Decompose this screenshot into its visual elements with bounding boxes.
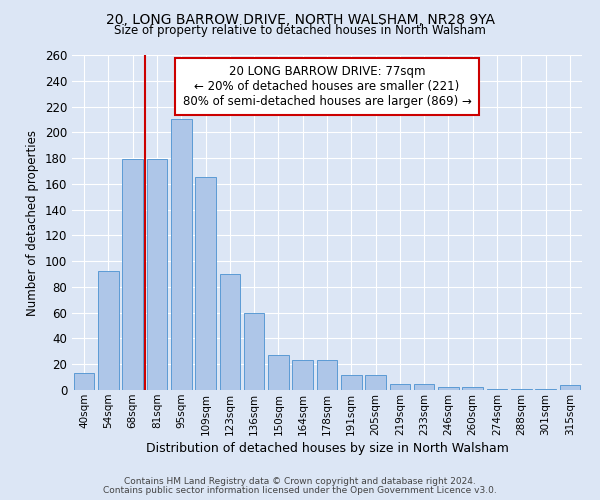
Bar bbox=[341, 374, 362, 390]
Bar bbox=[365, 374, 386, 390]
Bar bbox=[220, 274, 240, 390]
Bar bbox=[317, 360, 337, 390]
Bar bbox=[487, 388, 508, 390]
Bar bbox=[171, 120, 191, 390]
Bar bbox=[244, 312, 265, 390]
Y-axis label: Number of detached properties: Number of detached properties bbox=[26, 130, 39, 316]
Bar bbox=[560, 385, 580, 390]
Bar bbox=[98, 272, 119, 390]
Bar bbox=[389, 384, 410, 390]
Bar bbox=[74, 373, 94, 390]
Text: Contains HM Land Registry data © Crown copyright and database right 2024.: Contains HM Land Registry data © Crown c… bbox=[124, 477, 476, 486]
Bar bbox=[122, 160, 143, 390]
Text: 20, LONG BARROW DRIVE, NORTH WALSHAM, NR28 9YA: 20, LONG BARROW DRIVE, NORTH WALSHAM, NR… bbox=[106, 12, 494, 26]
Bar bbox=[414, 384, 434, 390]
Bar bbox=[292, 360, 313, 390]
Bar bbox=[268, 355, 289, 390]
Text: Size of property relative to detached houses in North Walsham: Size of property relative to detached ho… bbox=[114, 24, 486, 37]
Bar bbox=[195, 178, 216, 390]
Bar bbox=[535, 388, 556, 390]
X-axis label: Distribution of detached houses by size in North Walsham: Distribution of detached houses by size … bbox=[146, 442, 508, 455]
Text: 20 LONG BARROW DRIVE: 77sqm
← 20% of detached houses are smaller (221)
80% of se: 20 LONG BARROW DRIVE: 77sqm ← 20% of det… bbox=[182, 65, 472, 108]
Bar bbox=[511, 388, 532, 390]
Bar bbox=[438, 388, 459, 390]
Bar bbox=[146, 160, 167, 390]
Text: Contains public sector information licensed under the Open Government Licence v3: Contains public sector information licen… bbox=[103, 486, 497, 495]
Bar bbox=[463, 388, 483, 390]
